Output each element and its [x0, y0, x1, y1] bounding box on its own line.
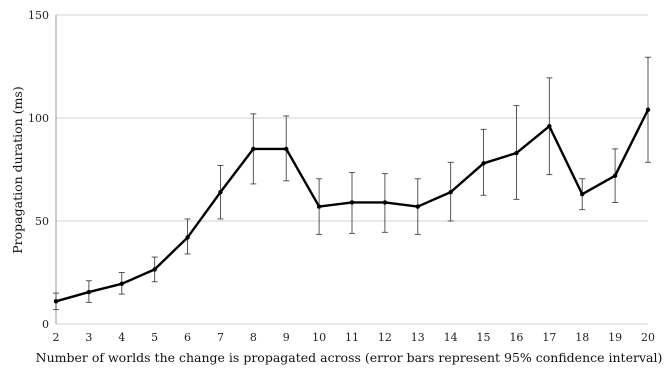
- data-point-2: [53, 299, 59, 304]
- y-axis-title: Propagation duration (ms): [10, 86, 25, 253]
- y-tick-label-50: 50: [35, 215, 49, 228]
- x-tick-label-10: 10: [312, 331, 326, 344]
- y-tick-label-100: 100: [28, 112, 49, 125]
- x-tick-labels: 2 3 4 5 6 7 8 9 10 11 12 13 14 15 16 17 18 19 20: [53, 331, 656, 344]
- grid-lines: [55, 14, 648, 325]
- data-point-16: [514, 150, 519, 156]
- data-point-17: [547, 124, 552, 129]
- x-tick-label-9: 9: [283, 331, 290, 344]
- x-tick-label-5: 5: [151, 331, 158, 344]
- data-point-7: [218, 189, 223, 195]
- data-point-5: [152, 267, 157, 272]
- data-point-6: [185, 235, 190, 240]
- data-point-12: [382, 200, 388, 205]
- x-tick-label-3: 3: [85, 331, 92, 344]
- x-tick-label-19: 19: [608, 331, 622, 344]
- x-tick-label-6: 6: [184, 331, 191, 344]
- data-point-13: [415, 204, 420, 209]
- x-axis-title: Number of worlds the change is propagate…: [36, 350, 663, 365]
- x-tick-label-7: 7: [217, 331, 224, 344]
- x-tick-label-4: 4: [118, 331, 125, 344]
- data-point-10: [316, 204, 322, 209]
- data-point-3: [86, 289, 92, 295]
- data-point-4: [119, 281, 124, 287]
- error-bars: [53, 56, 651, 311]
- x-tick-label-18: 18: [575, 331, 589, 344]
- x-tick-label-2: 2: [53, 331, 60, 344]
- x-tick-label-16: 16: [509, 331, 523, 344]
- x-tick-label-12: 12: [378, 331, 392, 344]
- data-point-20: [645, 107, 651, 112]
- x-tick-label-11: 11: [345, 331, 359, 344]
- x-tick-label-8: 8: [250, 331, 257, 344]
- x-tick-label-13: 13: [411, 331, 425, 344]
- data-point-8: [251, 146, 256, 152]
- y-tick-label-150: 150: [28, 9, 49, 22]
- y-tick-labels: 0 50 100 150: [28, 9, 49, 331]
- x-tick-label-17: 17: [542, 331, 556, 344]
- x-tick-label-14: 14: [444, 331, 458, 344]
- data-point-18: [580, 192, 585, 197]
- data-point-11: [349, 200, 355, 205]
- x-tick-label-15: 15: [477, 331, 491, 344]
- data-point-14: [448, 189, 453, 195]
- x-tick-label-20: 20: [641, 331, 655, 344]
- data-point-19: [612, 173, 618, 178]
- data-point-15: [481, 161, 486, 166]
- data-point-9: [284, 146, 289, 152]
- data-points: [53, 107, 651, 304]
- y-tick-label-0: 0: [42, 318, 49, 331]
